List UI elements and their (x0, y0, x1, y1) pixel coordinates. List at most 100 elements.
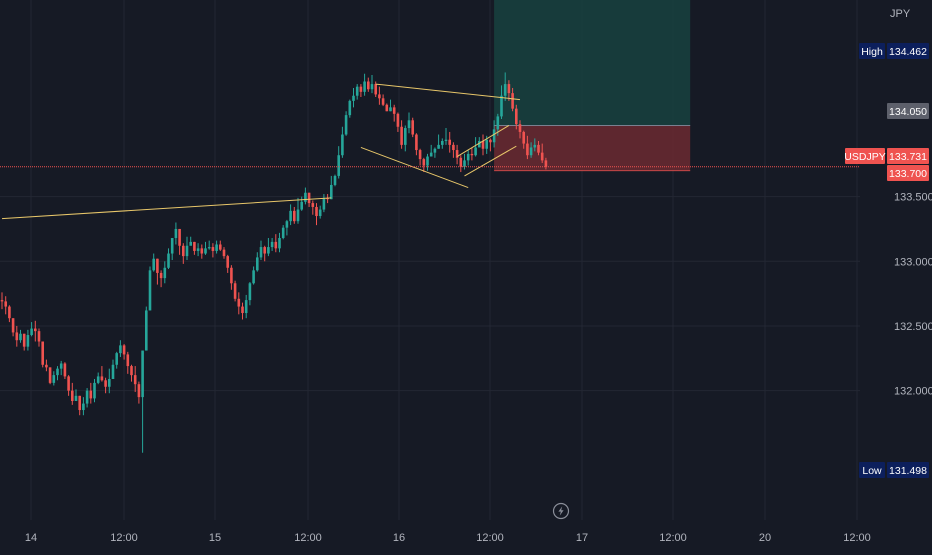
candle-body (511, 93, 514, 109)
candle-body (441, 140, 444, 145)
candle-body (156, 258, 159, 273)
candle-body (267, 247, 270, 254)
candle-body (496, 116, 500, 130)
candle-body (341, 134, 344, 156)
candle-body (204, 248, 207, 254)
candle-body (207, 247, 211, 249)
candle-body (19, 333, 22, 341)
candle-body (93, 382, 96, 399)
candle-body (389, 107, 392, 112)
candle-body (193, 241, 196, 251)
candle-body (296, 209, 300, 222)
high-tag-value-box (887, 43, 929, 59)
candle-body (96, 376, 100, 383)
candle-body (540, 152, 544, 161)
x-tick-label: 12:00 (294, 532, 322, 544)
candle-body (252, 270, 255, 284)
candle-body (119, 345, 122, 354)
candle-body (533, 144, 537, 148)
candle-body (407, 120, 411, 129)
high-tag-label-box (859, 43, 885, 59)
candle-body (126, 354, 130, 367)
symbol-tag-label: USDJPY (844, 151, 885, 163)
candle-body (337, 155, 340, 176)
entry-tag-box (887, 165, 929, 181)
candle-body (200, 248, 204, 254)
candle-body (422, 159, 426, 166)
candle-body (396, 113, 400, 127)
candle-body (322, 197, 326, 210)
candle-body (444, 139, 448, 141)
current-price-tag: USDJPY 133.731 (844, 148, 929, 164)
target-tag: 134.050 (887, 103, 929, 119)
candle-body (537, 144, 540, 153)
candle-body (52, 375, 56, 383)
high-tag-value: 134.462 (889, 46, 927, 58)
x-tick-label: 12:00 (843, 532, 871, 544)
candle-body (59, 363, 63, 369)
candle-body (163, 267, 167, 279)
candle-body (522, 131, 525, 144)
y-axis-ticks: 132.000 132.500 133.000 133.500 (894, 192, 932, 398)
candle-body (459, 157, 463, 167)
candle-body (226, 256, 229, 268)
candle-body (237, 298, 241, 307)
candle-body (159, 272, 163, 279)
candle-body (63, 363, 67, 377)
y-tick-label: 132.500 (894, 321, 932, 333)
candle-body (426, 156, 429, 166)
candle-body (352, 95, 355, 101)
candle-body (189, 241, 192, 246)
candle-body (137, 384, 141, 398)
lightning-icon[interactable] (552, 502, 570, 520)
price-axis[interactable] (860, 0, 932, 520)
symbol-tag-box (845, 148, 885, 164)
candle-body (248, 283, 252, 301)
candle-body (355, 86, 359, 96)
candle-body (222, 249, 226, 257)
candle-body (89, 390, 93, 399)
candle-body (526, 143, 529, 156)
candle-body (130, 366, 133, 376)
candle-body (170, 238, 174, 254)
candle-body (374, 84, 377, 95)
candle-body (48, 367, 52, 383)
candle-body (211, 247, 215, 251)
y-tick-label: 133.000 (894, 256, 932, 268)
candle-body (381, 98, 385, 105)
candle-body (145, 310, 148, 351)
candle-body (71, 390, 74, 401)
candle-body (26, 335, 30, 347)
entry-tag-value: 133.700 (889, 168, 927, 180)
candle-body (241, 306, 244, 314)
candle-body (233, 283, 237, 299)
candle-body (503, 84, 507, 96)
candle-body (82, 403, 85, 411)
candle-body (515, 108, 518, 125)
candle-body (455, 150, 459, 158)
candle-body (274, 241, 278, 249)
candle-body (100, 376, 104, 381)
y-tick-label: 133.500 (894, 192, 932, 204)
low-tag-value-box (887, 462, 929, 478)
candle-body (463, 160, 466, 167)
target-tag-box (887, 103, 929, 119)
candle-body (411, 120, 414, 135)
candle-body (285, 221, 289, 228)
lightning-icon-bolt (558, 506, 564, 516)
candles (0, 72, 548, 453)
target-zone (494, 0, 691, 126)
candle-body (311, 203, 315, 207)
candle-body (278, 238, 281, 249)
candle-body (378, 94, 381, 99)
candle-body (185, 245, 189, 257)
x-tick-label: 12:00 (110, 532, 138, 544)
candle-body (485, 139, 488, 149)
time-axis[interactable] (0, 520, 860, 550)
candle-body (219, 244, 222, 250)
candle-body (45, 364, 48, 368)
candle-body (0, 300, 4, 302)
